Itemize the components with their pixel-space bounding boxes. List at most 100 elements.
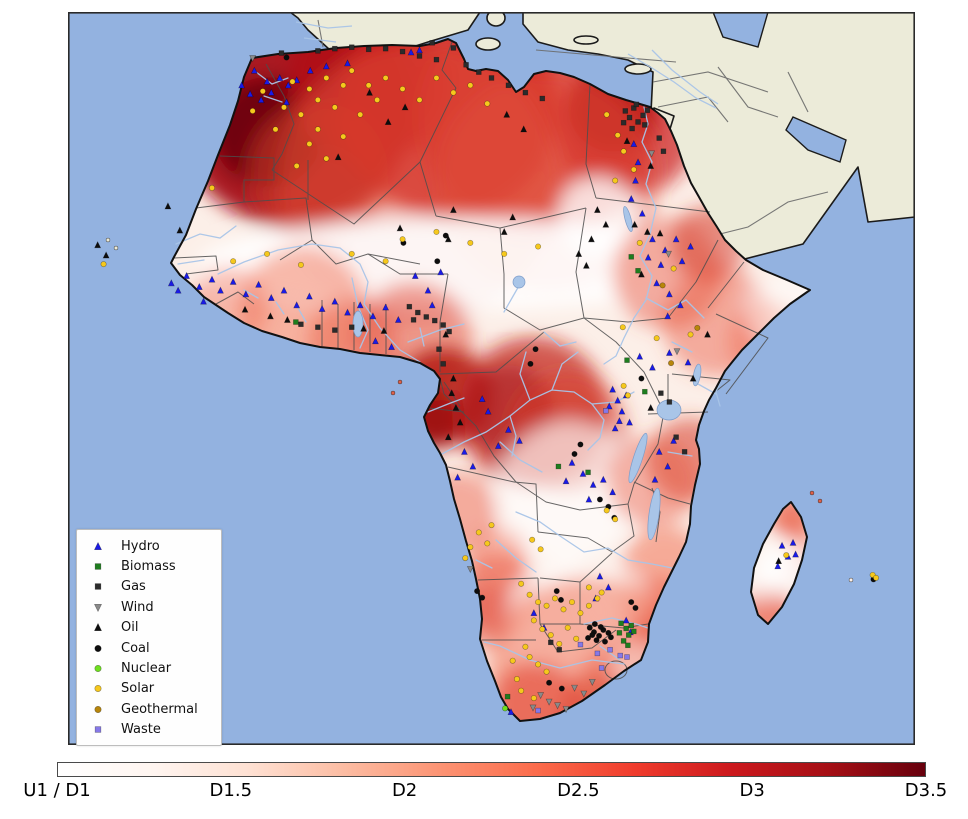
map-svg (68, 12, 915, 745)
marker-gas (522, 89, 529, 96)
marker-hydro (283, 98, 290, 106)
marker-gas (673, 434, 679, 440)
marker-oil (241, 305, 249, 313)
marker-hydro (293, 301, 301, 309)
marker-gas (332, 327, 338, 333)
marker-gas (631, 105, 637, 111)
marker-solar (450, 89, 457, 96)
marker-solar (585, 602, 592, 609)
marker-gas (660, 148, 667, 154)
marker-hydro (267, 293, 275, 301)
marker-wind (588, 678, 596, 687)
marker-waste (617, 652, 623, 659)
marker-hydro (331, 297, 339, 305)
marker-hydro (257, 95, 265, 103)
marker-waste (577, 641, 584, 648)
legend-label: Gas (121, 579, 146, 595)
marker-solar (488, 522, 495, 529)
marker-solar (340, 82, 347, 89)
marker-gas (432, 317, 438, 324)
marker-biomass (628, 254, 634, 260)
marker-biomass (631, 628, 637, 635)
marker-gas (622, 108, 629, 114)
marker-solar (348, 250, 355, 257)
marker-oil (593, 205, 601, 213)
marker-coal (593, 637, 600, 644)
marker-hydro (369, 312, 377, 320)
marker-oil (380, 326, 388, 334)
marker-wind (537, 692, 545, 700)
marker-hydro (293, 76, 301, 84)
marker-hydro (388, 342, 396, 350)
marker-hydro (372, 337, 379, 345)
marker-hydro (530, 609, 538, 617)
marker-wind (249, 55, 257, 63)
marker-solar (462, 555, 469, 562)
sardinia-island (486, 12, 506, 27)
marker-oil (520, 125, 528, 133)
legend-label: Hydro (121, 538, 160, 554)
marker-hydro (504, 425, 512, 433)
marker-solar (399, 85, 406, 92)
marker-waste (535, 707, 541, 714)
marker-oil (775, 556, 783, 565)
marker-hydro (478, 394, 486, 403)
marker-solar (783, 552, 790, 559)
marker-hydro (614, 396, 622, 404)
marker-oil (444, 433, 452, 441)
marker-gas (446, 328, 452, 335)
marker-biomass (585, 469, 591, 476)
marker-solar (556, 640, 563, 647)
marker-solar (374, 96, 381, 103)
marker-coal (546, 679, 553, 686)
marker-solar (612, 516, 619, 523)
marker-gas (382, 45, 389, 52)
marker-hydro (238, 81, 246, 89)
small-islands (105, 237, 854, 583)
marker-solar (630, 166, 637, 173)
marker-hydro (394, 315, 402, 323)
marker-hydro (622, 616, 630, 624)
marker-hydro (568, 458, 576, 466)
marker-coal (442, 232, 449, 239)
marker-hydro (596, 572, 604, 580)
marker-oil (401, 103, 409, 111)
marker-gas (365, 46, 372, 53)
marker-biomass (293, 319, 299, 325)
marker-coal (628, 599, 635, 606)
marker-solar (603, 507, 610, 514)
marker-hydro (454, 473, 462, 481)
marker-gas (556, 646, 562, 653)
marker-solar (612, 177, 619, 184)
legend-label: Solar (121, 681, 155, 697)
marker-solar (518, 687, 525, 694)
marker-gas (666, 399, 673, 405)
legend-label: Waste (121, 722, 161, 738)
marker-hydro (648, 363, 656, 371)
marker-waste (624, 654, 630, 660)
marker-hydro (437, 268, 445, 276)
marker-gas (315, 324, 321, 330)
marker-nuclear (502, 705, 509, 712)
legend-item-geothermal: Geothermal (83, 699, 215, 719)
marker-coal (283, 54, 290, 61)
caspian-sea (712, 12, 769, 48)
marker-gas (635, 119, 641, 125)
marker-oil (602, 220, 610, 228)
marker-hydro (306, 66, 314, 74)
colorbar-tick: U1 / D1 (23, 780, 91, 801)
marker-gas (278, 50, 285, 56)
marker-biomass (620, 638, 627, 644)
legend-box: Hydro Biomass Gas Wind Oil Coal Nuclear Solar Ge… (76, 529, 222, 746)
marker-waste (598, 665, 605, 671)
marker-solar (547, 632, 554, 639)
wind-marker-icon (83, 601, 113, 614)
marker-oil (656, 229, 664, 237)
marker-oil (442, 330, 450, 338)
marker-oil (582, 261, 590, 269)
geothermal-marker-icon (83, 703, 113, 716)
marker-solar (382, 74, 389, 81)
sicily-island (475, 37, 501, 51)
marker-gas (488, 75, 495, 81)
marker-solar (619, 324, 626, 331)
